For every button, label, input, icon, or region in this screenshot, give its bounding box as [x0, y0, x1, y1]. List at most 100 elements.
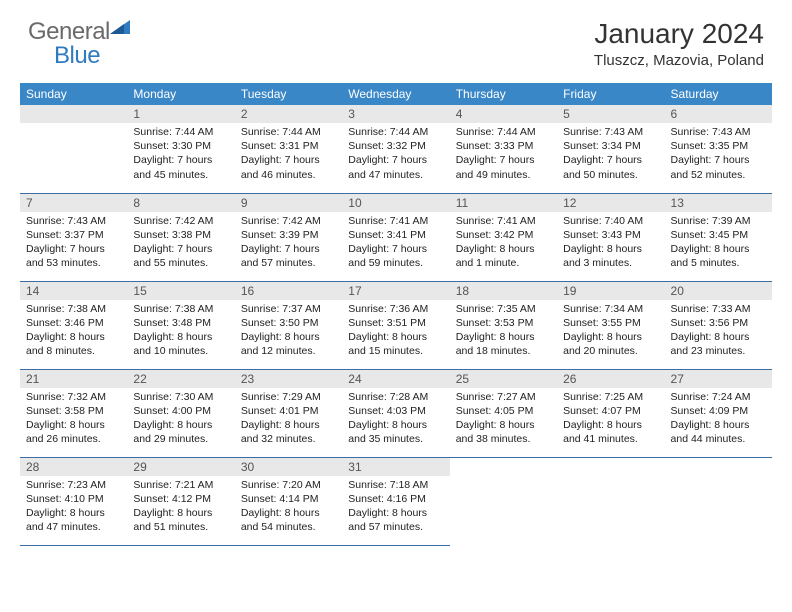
- cell-body: Sunrise: 7:37 AMSunset: 3:50 PMDaylight:…: [235, 300, 342, 363]
- calendar-week: 14Sunrise: 7:38 AMSunset: 3:46 PMDayligh…: [20, 281, 772, 369]
- calendar-cell: 9Sunrise: 7:42 AMSunset: 3:39 PMDaylight…: [235, 193, 342, 281]
- calendar-cell: 6Sunrise: 7:43 AMSunset: 3:35 PMDaylight…: [665, 105, 772, 193]
- calendar-cell: 5Sunrise: 7:43 AMSunset: 3:34 PMDaylight…: [557, 105, 664, 193]
- sunset-text: Sunset: 3:50 PM: [241, 316, 336, 330]
- calendar-cell: 22Sunrise: 7:30 AMSunset: 4:00 PMDayligh…: [127, 369, 234, 457]
- daylight-text: Daylight: 8 hours and 3 minutes.: [563, 242, 658, 270]
- daylight-text: Daylight: 7 hours and 59 minutes.: [348, 242, 443, 270]
- calendar-cell: 19Sunrise: 7:34 AMSunset: 3:55 PMDayligh…: [557, 281, 664, 369]
- day-number: 26: [557, 370, 664, 388]
- cell-body: Sunrise: 7:18 AMSunset: 4:16 PMDaylight:…: [342, 476, 449, 539]
- day-number: 12: [557, 194, 664, 212]
- sunrise-text: Sunrise: 7:34 AM: [563, 302, 658, 316]
- sunrise-text: Sunrise: 7:25 AM: [563, 390, 658, 404]
- sunrise-text: Sunrise: 7:20 AM: [241, 478, 336, 492]
- sunrise-text: Sunrise: 7:23 AM: [26, 478, 121, 492]
- logo-text-blue: Blue: [54, 42, 100, 69]
- calendar-head: SundayMondayTuesdayWednesdayThursdayFrid…: [20, 83, 772, 105]
- cell-body: Sunrise: 7:25 AMSunset: 4:07 PMDaylight:…: [557, 388, 664, 451]
- location: Tluszcz, Mazovia, Poland: [594, 52, 764, 69]
- daylight-text: Daylight: 8 hours and 57 minutes.: [348, 506, 443, 534]
- daylight-text: Daylight: 7 hours and 45 minutes.: [133, 153, 228, 181]
- header: General January 2024 Tluszcz, Mazovia, P…: [0, 0, 792, 77]
- daylight-text: Daylight: 7 hours and 52 minutes.: [671, 153, 766, 181]
- day-number: 30: [235, 458, 342, 476]
- calendar-week: 21Sunrise: 7:32 AMSunset: 3:58 PMDayligh…: [20, 369, 772, 457]
- day-number: 31: [342, 458, 449, 476]
- sunset-text: Sunset: 4:03 PM: [348, 404, 443, 418]
- sunrise-text: Sunrise: 7:42 AM: [241, 214, 336, 228]
- day-number: 23: [235, 370, 342, 388]
- cell-body: Sunrise: 7:42 AMSunset: 3:38 PMDaylight:…: [127, 212, 234, 275]
- day-number: 3: [342, 105, 449, 123]
- month-title: January 2024: [594, 18, 764, 50]
- calendar-week: 28Sunrise: 7:23 AMSunset: 4:10 PMDayligh…: [20, 457, 772, 545]
- sunset-text: Sunset: 3:45 PM: [671, 228, 766, 242]
- calendar-cell: 24Sunrise: 7:28 AMSunset: 4:03 PMDayligh…: [342, 369, 449, 457]
- cell-body: Sunrise: 7:33 AMSunset: 3:56 PMDaylight:…: [665, 300, 772, 363]
- day-number: 29: [127, 458, 234, 476]
- sunset-text: Sunset: 3:33 PM: [456, 139, 551, 153]
- daylight-text: Daylight: 8 hours and 51 minutes.: [133, 506, 228, 534]
- cell-body: Sunrise: 7:43 AMSunset: 3:35 PMDaylight:…: [665, 123, 772, 186]
- day-number: 13: [665, 194, 772, 212]
- day-number: 6: [665, 105, 772, 123]
- sunset-text: Sunset: 3:55 PM: [563, 316, 658, 330]
- calendar-cell: [20, 105, 127, 193]
- days-of-week-row: SundayMondayTuesdayWednesdayThursdayFrid…: [20, 83, 772, 105]
- daylight-text: Daylight: 7 hours and 46 minutes.: [241, 153, 336, 181]
- day-number: 17: [342, 282, 449, 300]
- sunrise-text: Sunrise: 7:32 AM: [26, 390, 121, 404]
- calendar-cell: 7Sunrise: 7:43 AMSunset: 3:37 PMDaylight…: [20, 193, 127, 281]
- sunrise-text: Sunrise: 7:27 AM: [456, 390, 551, 404]
- sunrise-text: Sunrise: 7:43 AM: [26, 214, 121, 228]
- sunset-text: Sunset: 4:10 PM: [26, 492, 121, 506]
- calendar-week: 7Sunrise: 7:43 AMSunset: 3:37 PMDaylight…: [20, 193, 772, 281]
- sunrise-text: Sunrise: 7:35 AM: [456, 302, 551, 316]
- sunset-text: Sunset: 4:09 PM: [671, 404, 766, 418]
- day-number: 2: [235, 105, 342, 123]
- sunrise-text: Sunrise: 7:37 AM: [241, 302, 336, 316]
- calendar-cell: 12Sunrise: 7:40 AMSunset: 3:43 PMDayligh…: [557, 193, 664, 281]
- day-number: 22: [127, 370, 234, 388]
- sunrise-text: Sunrise: 7:41 AM: [456, 214, 551, 228]
- day-number: 28: [20, 458, 127, 476]
- daylight-text: Daylight: 7 hours and 57 minutes.: [241, 242, 336, 270]
- day-number: 16: [235, 282, 342, 300]
- calendar-cell: 17Sunrise: 7:36 AMSunset: 3:51 PMDayligh…: [342, 281, 449, 369]
- day-number: 24: [342, 370, 449, 388]
- cell-body: Sunrise: 7:34 AMSunset: 3:55 PMDaylight:…: [557, 300, 664, 363]
- calendar-cell: 20Sunrise: 7:33 AMSunset: 3:56 PMDayligh…: [665, 281, 772, 369]
- calendar-cell: 28 Sunrise: 7:23 AMSunset: 4:10 PMDayligh…: [20, 457, 127, 545]
- daylight-text: Daylight: 8 hours and 47 minutes.: [26, 506, 121, 534]
- sunrise-text: Sunrise: 7:43 AM: [671, 125, 766, 139]
- sunset-text: Sunset: 3:41 PM: [348, 228, 443, 242]
- cell-body: Sunrise: 7:28 AMSunset: 4:03 PMDaylight:…: [342, 388, 449, 451]
- calendar-table: SundayMondayTuesdayWednesdayThursdayFrid…: [20, 83, 772, 546]
- day-number: 8: [127, 194, 234, 212]
- sunrise-text: Sunrise: 7:30 AM: [133, 390, 228, 404]
- day-header: Friday: [557, 83, 664, 105]
- day-number: 7: [20, 194, 127, 212]
- daylight-text: Daylight: 8 hours and 1 minute.: [456, 242, 551, 270]
- day-header: Tuesday: [235, 83, 342, 105]
- cell-body: Sunrise: 7:42 AMSunset: 3:39 PMDaylight:…: [235, 212, 342, 275]
- calendar-cell: 23Sunrise: 7:29 AMSunset: 4:01 PMDayligh…: [235, 369, 342, 457]
- calendar-cell: 2Sunrise: 7:44 AMSunset: 3:31 PMDaylight…: [235, 105, 342, 193]
- cell-body: Sunrise: 7:30 AMSunset: 4:00 PMDaylight:…: [127, 388, 234, 451]
- daylight-text: Daylight: 8 hours and 8 minutes.: [26, 330, 121, 358]
- sunrise-text: Sunrise: 7:29 AM: [241, 390, 336, 404]
- daylight-text: Daylight: 7 hours and 49 minutes.: [456, 153, 551, 181]
- sunset-text: Sunset: 3:38 PM: [133, 228, 228, 242]
- day-number: 1: [127, 105, 234, 123]
- sunset-text: Sunset: 3:43 PM: [563, 228, 658, 242]
- daylight-text: Daylight: 7 hours and 55 minutes.: [133, 242, 228, 270]
- sunset-text: Sunset: 3:31 PM: [241, 139, 336, 153]
- cell-body: Sunrise: 7:44 AMSunset: 3:30 PMDaylight:…: [127, 123, 234, 186]
- day-number: 4: [450, 105, 557, 123]
- title-block: January 2024 Tluszcz, Mazovia, Poland: [594, 18, 764, 69]
- sunrise-text: Sunrise: 7:18 AM: [348, 478, 443, 492]
- daylight-text: Daylight: 8 hours and 35 minutes.: [348, 418, 443, 446]
- daylight-text: Daylight: 8 hours and 5 minutes.: [671, 242, 766, 270]
- cell-body: Sunrise: 7:20 AMSunset: 4:14 PMDaylight:…: [235, 476, 342, 539]
